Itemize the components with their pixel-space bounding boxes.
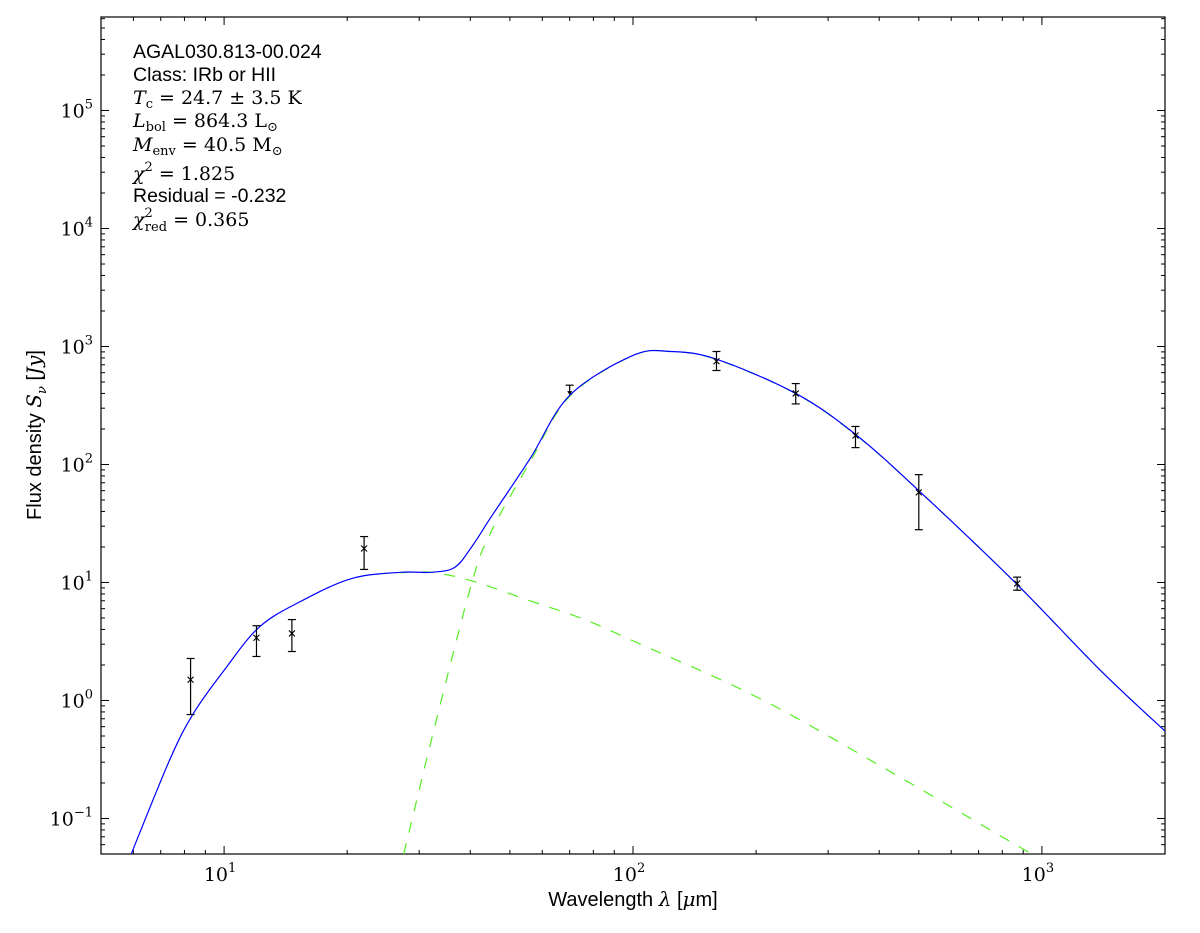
y-tick-label: 104: [61, 215, 93, 240]
down-arrow-icon: [567, 391, 573, 396]
x-marker: [852, 432, 859, 439]
chi2-red-label: χ2 red = 0.365: [131, 206, 249, 235]
plot-frame: [100, 16, 1166, 855]
x-marker: [713, 357, 720, 365]
x-marker: [187, 676, 194, 684]
data-point: [287, 618, 296, 653]
y-tick-label: 105: [61, 97, 93, 122]
x-marker: [253, 634, 260, 642]
data-point: [712, 350, 721, 372]
x-tick-label: 102: [613, 861, 645, 886]
source-class: Class: IRb or HII: [133, 64, 276, 86]
data-points: [186, 350, 1022, 716]
data-point: [851, 425, 860, 449]
y-tick-label: 101: [61, 569, 93, 594]
axis-ticks: [100, 17, 1166, 855]
x-marker: [915, 489, 923, 496]
data-point: [791, 382, 800, 405]
warm-component-curve: [400, 571, 1033, 854]
y-axis-label: Flux density Sν [Jy]: [22, 350, 50, 520]
residual-label: Residual = -0.232: [133, 185, 286, 207]
x-tick-label: 101: [204, 861, 236, 886]
data-point: [1013, 576, 1022, 591]
chi2-label: χ2 = 1.825: [131, 160, 235, 185]
fit-annotation: AGAL030.813-00.024 Class: IRb or HII Tc …: [131, 41, 322, 235]
x-marker: [360, 545, 368, 552]
y-tick-label: 100: [61, 687, 93, 712]
data-point: [252, 625, 261, 658]
tick-labels: 101 102 103 10−1 100 101 102 103 104 105: [50, 97, 1055, 886]
data-point: [360, 535, 369, 571]
mass-label: Menv = 40.5 M⊙: [132, 134, 283, 159]
source-name: AGAL030.813-00.024: [133, 41, 322, 63]
x-axis-label: Wavelength λ [μm]: [548, 887, 717, 911]
x-marker: [792, 390, 800, 397]
x-marker: [1013, 580, 1021, 587]
luminosity-label: Lbol = 864.3 L⊙: [132, 110, 278, 135]
data-point: [186, 657, 195, 716]
temperature-label: Tc = 24.7 ± 3.5 K: [133, 87, 303, 112]
data-point: [914, 474, 923, 531]
upper-limit-point: [565, 384, 574, 396]
y-tick-label: 102: [61, 451, 93, 476]
x-marker: [288, 630, 296, 637]
x-tick-label: 103: [1022, 861, 1054, 886]
y-tick-label: 103: [61, 333, 93, 358]
y-tick-label: 10−1: [50, 805, 93, 830]
